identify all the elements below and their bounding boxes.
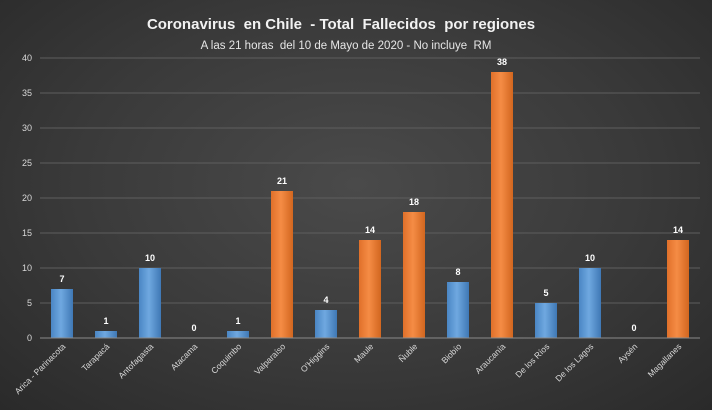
bar bbox=[359, 240, 381, 338]
y-tick-label: 30 bbox=[22, 123, 32, 133]
data-label: 14 bbox=[673, 225, 683, 235]
x-tick-label: De los Lagos bbox=[553, 341, 595, 383]
data-label: 1 bbox=[103, 316, 108, 326]
bar bbox=[95, 331, 117, 338]
data-label: 10 bbox=[585, 253, 595, 263]
data-label: 14 bbox=[365, 225, 375, 235]
bars bbox=[51, 72, 689, 338]
y-tick-label: 15 bbox=[22, 228, 32, 238]
y-axis-ticks: 0 5 10 15 20 25 30 35 40 bbox=[22, 53, 32, 343]
data-label: 38 bbox=[497, 57, 507, 67]
data-label: 7 bbox=[59, 274, 64, 284]
data-label: 0 bbox=[631, 323, 636, 333]
y-tick-label: 40 bbox=[22, 53, 32, 63]
x-tick-label: Magallanes bbox=[646, 341, 684, 379]
data-label: 5 bbox=[543, 288, 548, 298]
x-tick-label: Atacama bbox=[169, 341, 200, 372]
x-tick-label: O'Higgins bbox=[298, 341, 331, 374]
x-axis-ticks: Arica - Parinacota Tarapacá Antofagasta Ata… bbox=[13, 341, 684, 396]
x-tick-label: Ñuble bbox=[397, 341, 420, 364]
x-tick-label: Tarapacá bbox=[80, 341, 112, 373]
bar bbox=[271, 191, 293, 338]
bar bbox=[51, 289, 73, 338]
data-label: 8 bbox=[455, 267, 460, 277]
data-label: 1 bbox=[235, 316, 240, 326]
chart-subtitle: A las 21 horas del 10 de Mayo de 2020 - … bbox=[201, 40, 492, 52]
y-tick-label: 20 bbox=[22, 193, 32, 203]
data-label: 10 bbox=[145, 253, 155, 263]
data-label: 21 bbox=[277, 176, 287, 186]
x-tick-label: Aysén bbox=[616, 341, 640, 365]
bar bbox=[579, 268, 601, 338]
bar bbox=[535, 303, 557, 338]
y-tick-label: 0 bbox=[27, 333, 32, 343]
y-tick-label: 10 bbox=[22, 263, 32, 273]
x-tick-label: Biobío bbox=[439, 341, 463, 365]
bar bbox=[315, 310, 337, 338]
data-labels: 7 1 10 0 1 21 4 14 18 8 38 5 10 0 14 bbox=[59, 57, 683, 333]
chart-title: Coronavirus en Chile - Total Fallecidos … bbox=[147, 16, 535, 33]
x-tick-label: Maule bbox=[352, 341, 376, 365]
x-tick-label: Antofagasta bbox=[116, 341, 155, 380]
bar bbox=[227, 331, 249, 338]
bar bbox=[491, 72, 513, 338]
x-tick-label: De los Ríos bbox=[513, 341, 551, 379]
y-tick-label: 5 bbox=[27, 298, 32, 308]
bar bbox=[403, 212, 425, 338]
data-label: 0 bbox=[191, 323, 196, 333]
data-label: 4 bbox=[323, 295, 328, 305]
y-tick-label: 25 bbox=[22, 158, 32, 168]
x-tick-label: Arica - Parinacota bbox=[13, 341, 68, 396]
x-tick-label: Valparaíso bbox=[252, 341, 288, 377]
bar bbox=[667, 240, 689, 338]
x-tick-label: Araucanía bbox=[473, 341, 508, 376]
bar bbox=[447, 282, 469, 338]
x-tick-label: Coquimbo bbox=[209, 341, 244, 376]
bar bbox=[139, 268, 161, 338]
y-tick-label: 35 bbox=[22, 88, 32, 98]
data-label: 18 bbox=[409, 197, 419, 207]
